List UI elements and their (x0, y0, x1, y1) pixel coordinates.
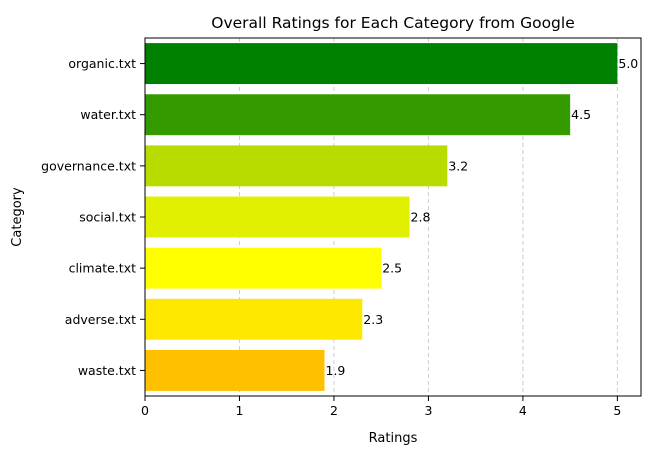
bar (145, 298, 363, 340)
y-tick-label: climate.txt (69, 261, 137, 276)
bar (145, 94, 571, 136)
x-axis-label: Ratings (369, 431, 418, 446)
bar-value-label: 2.8 (411, 210, 431, 225)
bar (145, 349, 325, 391)
bar-value-label: 5.0 (618, 56, 638, 71)
chart-title: Overall Ratings for Each Category from G… (211, 14, 575, 32)
y-axis-label: Category (10, 187, 25, 247)
y-tick-label: water.txt (80, 107, 136, 122)
x-tick-label: 4 (519, 403, 527, 418)
bar (145, 145, 448, 187)
bar-value-label: 2.3 (363, 312, 383, 327)
bar-value-label: 1.9 (326, 363, 346, 378)
y-tick-label: governance.txt (41, 158, 136, 173)
y-axis-ticks: organic.txt water.txt governance.txt social… (41, 56, 145, 378)
x-tick-label: 5 (613, 403, 621, 418)
x-tick-label: 3 (424, 403, 432, 418)
bar (145, 43, 618, 85)
y-tick-label: social.txt (79, 210, 136, 225)
bar (145, 247, 382, 289)
x-tick-label: 0 (141, 403, 149, 418)
y-tick-label: adverse.txt (65, 312, 136, 327)
y-tick-label: organic.txt (68, 56, 136, 71)
bar-value-label: 3.2 (448, 158, 468, 173)
bar-value-label: 4.5 (571, 107, 591, 122)
bar-value-label: 2.5 (382, 261, 402, 276)
x-tick-label: 1 (235, 403, 243, 418)
bar (145, 196, 410, 238)
x-tick-label: 2 (330, 403, 338, 418)
data-labels: 5.0 4.5 3.2 2.8 2.5 2.3 1.9 (326, 56, 639, 378)
bars (145, 43, 618, 391)
x-axis-ticks: 0 1 2 3 4 5 (141, 396, 621, 418)
y-tick-label: waste.txt (78, 363, 136, 378)
